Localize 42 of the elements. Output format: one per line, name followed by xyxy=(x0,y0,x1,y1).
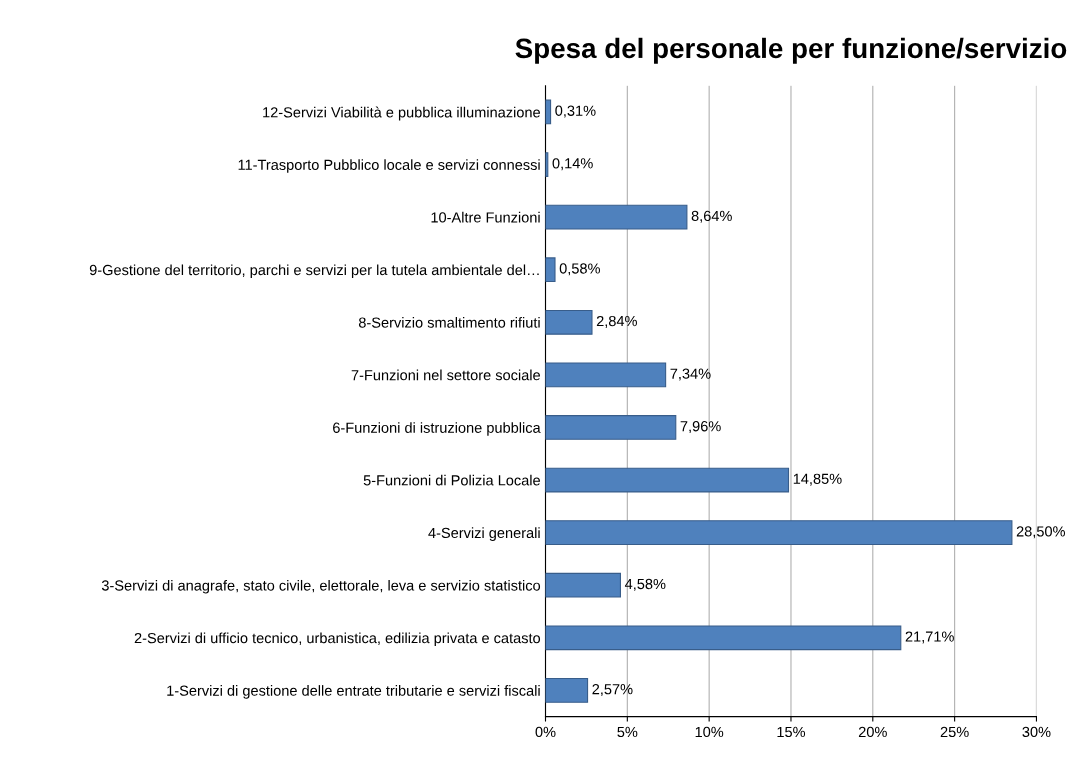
y-tick-label: 7-Funzioni nel settore sociale xyxy=(351,369,540,381)
data-label: 21,71% xyxy=(905,631,954,644)
bar xyxy=(545,467,790,493)
data-label: 2,84% xyxy=(596,315,637,328)
x-tick-label: 25% xyxy=(940,726,969,738)
bar xyxy=(545,678,589,703)
y-tick-label: 6-Funzioni di istruzione pubblica xyxy=(333,422,541,436)
bar xyxy=(545,625,902,651)
data-label: 4,58% xyxy=(624,578,666,591)
y-tick-label: 12-Servizi Viabilità e pubblica illuminazione xyxy=(263,106,540,121)
data-label: 7,96% xyxy=(680,421,721,434)
data-label: 28,50% xyxy=(1016,526,1066,539)
data-label: 2,57% xyxy=(592,683,633,697)
x-tick-label: 20% xyxy=(858,726,887,738)
data-label: 8,64% xyxy=(691,210,732,223)
bar xyxy=(545,257,556,283)
x-tick-label: 15% xyxy=(777,726,806,738)
bar xyxy=(545,415,677,440)
chart-title: Spesa del personale per funzione/servizio xyxy=(515,37,1067,64)
y-tick-label: 3-Servizi di anagrafe, stato civile, elettorale, leva e servizio statistico xyxy=(101,579,541,594)
y-tick-label: 9-Gestione del territorio, parchi e servizi per la tutela ambientale del… xyxy=(89,264,539,279)
data-label: 14,85% xyxy=(793,473,842,486)
data-label: 7,34% xyxy=(670,368,711,381)
x-tick-label: 30% xyxy=(1022,726,1051,738)
bar xyxy=(545,572,622,598)
data-label: 0,58% xyxy=(559,263,600,276)
y-tick-label: 11-Trasporto Pubblico locale e servizi connessi xyxy=(238,159,540,173)
bar xyxy=(545,362,667,388)
y-tick-label: 8-Servizio smaltimento rifiuti xyxy=(358,317,540,328)
data-label: 0,14% xyxy=(552,158,593,171)
y-tick-label: 2-Servizi di ufficio tecnico, urbanistica, edilizia privata e catasto xyxy=(134,632,541,647)
bar xyxy=(545,204,688,230)
y-tick-label: 1-Servizi di gestione delle entrate tributarie e servizi fiscali xyxy=(167,685,540,699)
bar xyxy=(545,520,1013,546)
y-tick-label: 4-Servizi generali xyxy=(428,527,540,541)
data-label: 0,31% xyxy=(555,105,596,118)
bar xyxy=(545,309,593,335)
x-tick-label: 0% xyxy=(535,726,556,738)
y-tick-label: 5-Funzioni di Polizia Locale xyxy=(363,474,540,486)
y-tick-label: 10-Altre Funzioni xyxy=(431,211,540,223)
x-tick-label: 10% xyxy=(695,726,724,738)
x-tick-label: 5% xyxy=(617,726,638,738)
